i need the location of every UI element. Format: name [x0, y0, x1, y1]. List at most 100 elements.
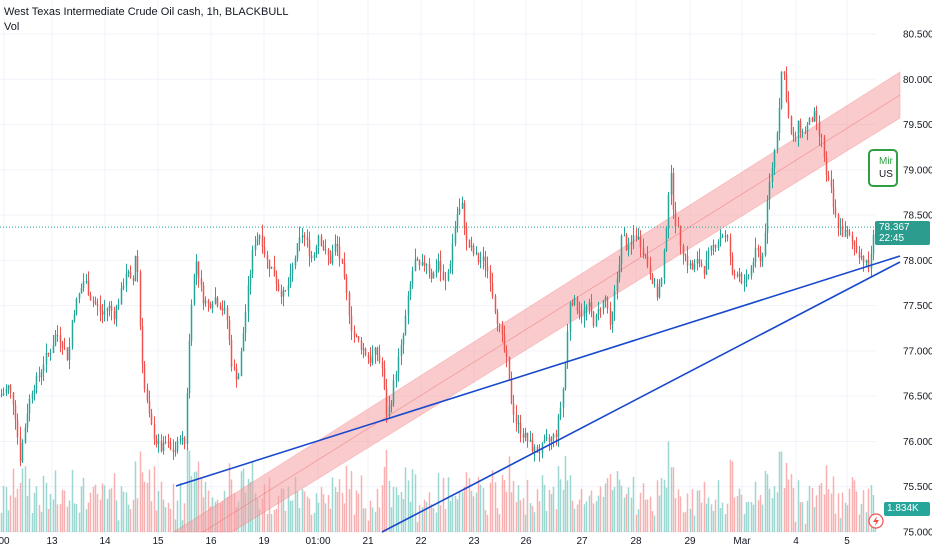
volume-bar	[414, 474, 417, 532]
time-tick-label: 22	[415, 536, 427, 547]
symbol-title[interactable]: West Texas Intermediate Crude Oil cash, …	[4, 6, 289, 18]
candle-body	[322, 245, 325, 251]
candle-body	[61, 342, 64, 348]
candle-body	[811, 117, 814, 122]
volume-bar	[682, 512, 685, 532]
volume-bar	[522, 498, 525, 532]
volume-bar	[14, 497, 17, 532]
candle-body	[468, 240, 471, 248]
price-axis[interactable]: 80.500 80.000 79.500 79.000 78.500 78.000 77.5…	[903, 30, 932, 539]
candle-body	[317, 235, 320, 247]
candle-body	[280, 290, 283, 297]
candle-body	[627, 244, 630, 250]
volume-bar	[651, 511, 654, 532]
candle-body	[482, 256, 485, 261]
candle-body	[31, 393, 34, 399]
candle-body	[5, 388, 8, 394]
candle-body	[479, 260, 482, 263]
candle-body	[526, 432, 529, 442]
volume-bar	[602, 496, 605, 532]
candle-body	[324, 249, 327, 251]
candle-body	[186, 393, 189, 445]
last-price-badge: 78.367 22:45	[875, 221, 930, 245]
volume-bar	[721, 502, 724, 532]
candle-body	[183, 437, 186, 445]
candle-body	[557, 416, 560, 437]
candle-body	[240, 351, 243, 377]
volume-bar	[766, 474, 769, 532]
candle-body	[89, 294, 92, 301]
volume-bars	[0, 441, 877, 532]
volume-bar	[320, 487, 323, 532]
candle-body	[865, 259, 868, 263]
news-line-2: US c	[879, 169, 896, 180]
volume-bar	[599, 486, 602, 532]
volume-bar	[129, 508, 132, 532]
candle-body	[211, 303, 214, 308]
price-tick-label: 79.000	[903, 165, 932, 176]
volume-bar	[477, 477, 480, 532]
time-tick-label: 27	[576, 536, 588, 547]
volume-bar	[183, 503, 186, 532]
volume-bar	[484, 510, 487, 532]
volume-bar	[99, 499, 102, 532]
candle-body	[85, 280, 88, 282]
candle-body	[461, 203, 464, 209]
news-card[interactable]: Mir US c	[868, 149, 898, 187]
candle-body	[484, 256, 487, 267]
volume-bar	[117, 520, 120, 532]
candle-body	[797, 120, 800, 138]
volume-bar	[167, 502, 170, 532]
candle-body	[233, 366, 236, 369]
volume-bar	[33, 492, 36, 532]
volume-bar	[672, 467, 675, 532]
time-axis[interactable]: 00 13 14 15 16 19 01:00 21 22 23 26 27 28 29 Mar 4 5	[0, 536, 850, 547]
volume-bar	[315, 493, 318, 532]
volume-legend-label[interactable]: Vol	[4, 21, 20, 33]
volume-bar	[12, 468, 15, 532]
volume-bar	[322, 494, 325, 532]
volume-bar	[569, 475, 572, 532]
news-line-1: Mir	[879, 156, 893, 167]
candle-body	[827, 175, 830, 180]
volume-bar	[303, 491, 306, 532]
candle-body	[24, 427, 27, 443]
volume-bar	[552, 486, 555, 532]
volume-bar	[794, 521, 797, 532]
candle-body	[538, 452, 541, 454]
candle-body	[439, 261, 442, 272]
candle-body	[759, 250, 762, 262]
candle-body	[498, 323, 501, 325]
volume-bar	[172, 483, 175, 532]
volume-bar	[649, 496, 652, 532]
candle-body	[355, 335, 358, 337]
candle-body	[378, 354, 381, 362]
lightning-icon[interactable]	[868, 513, 884, 529]
candle-body	[71, 320, 74, 347]
regression-channel[interactable]	[172, 71, 901, 533]
time-tick-label: 29	[684, 536, 696, 547]
candle-body	[353, 331, 356, 336]
volume-bar	[357, 493, 360, 532]
volume-bar	[49, 493, 52, 532]
volume-bar	[374, 512, 377, 532]
volume-bar	[860, 503, 863, 532]
candle-body	[721, 235, 724, 237]
volume-bar	[776, 492, 779, 532]
volume-bar	[80, 486, 83, 532]
candle-body	[712, 245, 715, 247]
candle-body	[334, 243, 337, 252]
candle-body	[447, 271, 450, 281]
volume-bar	[806, 500, 809, 532]
candle-body	[204, 300, 207, 304]
volume-bar	[0, 512, 3, 532]
candle-body	[651, 274, 654, 284]
price-tick-label: 75.500	[903, 482, 932, 493]
candle-body	[792, 133, 795, 137]
candle-body	[743, 281, 746, 284]
volume-bar	[176, 500, 179, 532]
candle-body	[837, 214, 840, 227]
trendlines[interactable]	[175, 255, 901, 533]
candle-body	[33, 389, 36, 394]
